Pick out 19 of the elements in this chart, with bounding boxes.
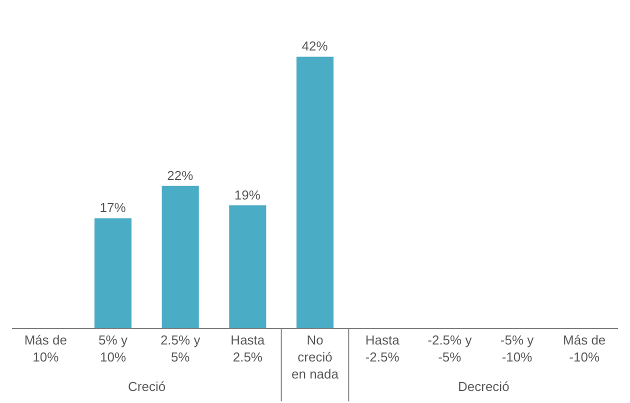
data-label: 42% xyxy=(302,38,328,54)
text: Creció xyxy=(128,379,166,394)
x-tick-label: 5% y 10% xyxy=(98,332,128,364)
x-tick-label: Hasta 2.5% xyxy=(230,332,266,364)
bar xyxy=(296,56,334,328)
x-tick-label: -5% y -10% xyxy=(500,332,534,364)
bar xyxy=(162,186,199,328)
x-tick-label: Más de -10% xyxy=(563,332,606,364)
data-label: 22% xyxy=(167,168,194,183)
x-tick-label: No creció en nada xyxy=(292,332,340,382)
bar xyxy=(94,218,132,328)
x-tick-label: -2.5% y -5% xyxy=(428,332,472,364)
x-tick-label: Más de 10% xyxy=(24,332,67,364)
data-label: 17% xyxy=(100,200,126,216)
bar xyxy=(229,205,266,328)
x-tick-label: Hasta -2.5% xyxy=(365,332,400,364)
text: Decreció xyxy=(458,379,510,394)
data-label: 19% xyxy=(234,187,261,202)
x-tick-label: 2.5% y 5% xyxy=(160,332,201,364)
